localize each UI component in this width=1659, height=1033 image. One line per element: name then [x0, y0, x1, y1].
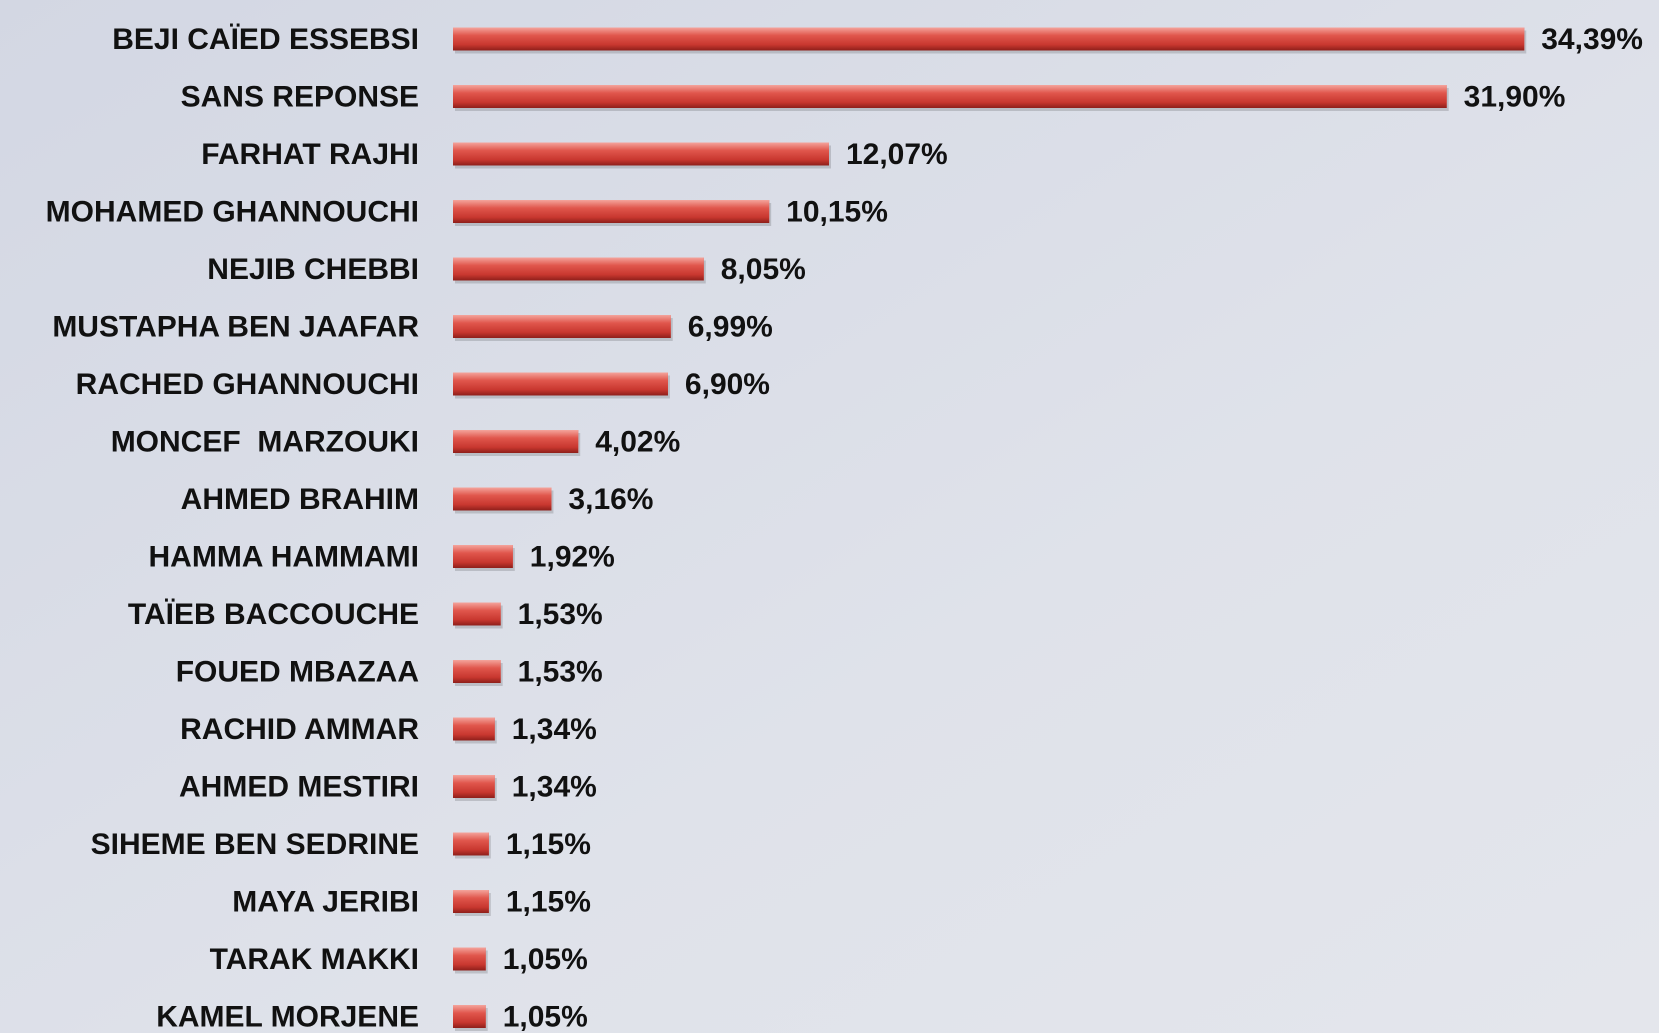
value-label: 8,05% [721, 253, 806, 286]
category-label: MAYA JERIBI [232, 885, 419, 918]
category-label: SANS REPONSE [181, 80, 419, 113]
bar-shine [453, 775, 495, 798]
bar-shine [453, 372, 668, 396]
value-label: 6,90% [685, 368, 770, 401]
value-label: 1,05% [503, 1000, 588, 1033]
bar-shine [453, 1005, 486, 1028]
category-label: SIHEME BEN SEDRINE [91, 828, 419, 861]
value-label: 10,15% [786, 195, 888, 228]
bar-shine [453, 890, 489, 913]
category-label: KAMEL MORJENE [156, 1000, 419, 1033]
value-label: 12,07% [846, 138, 948, 171]
category-label: RACHED GHANNOUCHI [76, 368, 419, 401]
bar-shine [453, 660, 501, 683]
category-label: FARHAT RAJHI [201, 138, 419, 171]
value-label: 6,99% [688, 310, 773, 343]
bar-shine [453, 602, 501, 626]
value-label: 1,34% [512, 770, 597, 803]
bar-shine [453, 430, 579, 453]
category-label: MUSTAPHA BEN JAAFAR [52, 310, 419, 343]
bar-shine [453, 487, 552, 511]
bar-shine [453, 85, 1447, 108]
bar-shine [453, 200, 770, 223]
value-label: 34,39% [1541, 23, 1643, 56]
category-label: FOUED MBAZAA [176, 655, 419, 688]
bar-shine [453, 545, 513, 568]
category-label: NEJIB CHEBBI [207, 253, 419, 286]
category-label: MONCEF MARZOUKI [111, 425, 419, 458]
value-label: 1,92% [530, 540, 615, 573]
category-label: BEJI CAÏED ESSEBSI [112, 23, 419, 56]
bar-shine [453, 947, 486, 971]
category-label: TAÏEB BACCOUCHE [128, 598, 419, 631]
category-label: TARAK MAKKI [210, 943, 419, 976]
bar-shine [453, 257, 704, 281]
bar-shine [453, 717, 495, 741]
value-label: 31,90% [1464, 80, 1566, 113]
value-label: 1,05% [503, 943, 588, 976]
value-label: 1,53% [518, 598, 603, 631]
category-label: AHMED BRAHIM [181, 483, 419, 516]
value-label: 1,15% [506, 828, 591, 861]
category-label: MOHAMED GHANNOUCHI [46, 195, 419, 228]
category-label: HAMMA HAMMAMI [149, 540, 420, 573]
value-label: 1,15% [506, 885, 591, 918]
bar-shine [453, 142, 829, 166]
category-label: AHMED MESTIRI [179, 770, 419, 803]
category-label: RACHID AMMAR [180, 713, 419, 746]
bar-shine [453, 315, 671, 338]
bar-shine [453, 832, 489, 856]
bar-shine [453, 27, 1525, 51]
value-label: 1,53% [518, 655, 603, 688]
value-label: 1,34% [512, 713, 597, 746]
value-label: 3,16% [568, 483, 653, 516]
value-label: 4,02% [595, 425, 680, 458]
